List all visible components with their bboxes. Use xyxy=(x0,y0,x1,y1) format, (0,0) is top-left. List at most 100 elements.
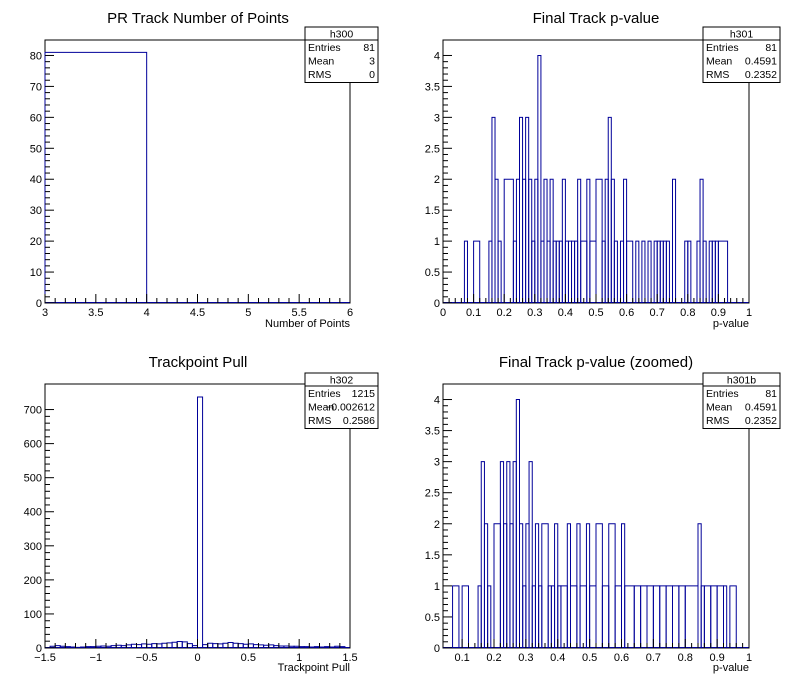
stats-value: 1215 xyxy=(352,388,376,400)
stats-key: Entries xyxy=(706,388,739,400)
histogram-bin xyxy=(589,240,597,303)
histogram-bin xyxy=(579,585,587,648)
y-tick-label: 400 xyxy=(24,507,42,519)
stats-histogram-name: h300 xyxy=(330,29,354,41)
y-tick-label: 70 xyxy=(30,81,42,93)
x-tick-label: 1.5 xyxy=(342,652,357,664)
histogram-bin xyxy=(672,585,680,648)
stats-key: Mean xyxy=(308,56,334,68)
stats-box-frame xyxy=(702,372,781,429)
stats-key: Mean xyxy=(706,402,732,414)
histogram-bin xyxy=(560,585,568,648)
x-tick-label: 0.5 xyxy=(588,307,603,319)
y-tick-label: 100 xyxy=(24,609,42,621)
y-tick-label: 500 xyxy=(24,473,42,485)
histogram-bin xyxy=(710,585,718,648)
y-tick-label: 1.5 xyxy=(425,550,440,562)
stats-value: 81 xyxy=(363,42,375,54)
histogram-bin xyxy=(473,240,481,303)
x-axis-label: Number of Points xyxy=(265,318,350,330)
x-axis: −1.5 −1 −0.5 0 0.5 1 1.5 xyxy=(34,639,358,664)
stats-key: Mean xyxy=(706,56,732,68)
stats-histogram-name: h302 xyxy=(330,375,354,387)
x-tick-label: 0.3 xyxy=(527,307,542,319)
y-tick-label: 0 xyxy=(36,298,42,310)
histogram-bin xyxy=(528,461,533,648)
histogram-bin xyxy=(595,523,603,648)
y-tick-label: 0.5 xyxy=(425,267,440,279)
panel-pr-track-number-of-points: PR Track Number of Points 01020304050607… xyxy=(30,10,379,330)
x-tick-label: 3.5 xyxy=(88,307,103,319)
histogram-bin xyxy=(716,585,724,648)
stats-value: 0.2352 xyxy=(745,69,777,81)
y-tick-label: 0 xyxy=(36,643,42,655)
stats-key: RMS xyxy=(308,69,331,81)
x-tick-label: 4 xyxy=(144,307,150,319)
histogram-bin xyxy=(537,54,542,303)
histogram-bin xyxy=(723,585,728,648)
stats-value: −0.002612 xyxy=(325,402,375,414)
histogram-bars xyxy=(443,54,749,303)
x-tick-label: 0.4 xyxy=(558,307,573,319)
histogram-bin xyxy=(687,240,692,303)
chart-title: Final Track p-value xyxy=(533,10,660,27)
histogram-bin xyxy=(197,396,204,648)
stats-key: RMS xyxy=(706,415,729,427)
y-tick-label: 50 xyxy=(30,143,42,155)
histogram-bin xyxy=(463,240,468,303)
stats-value: 0 xyxy=(369,69,375,81)
y-tick-label: 40 xyxy=(30,174,42,186)
histogram-bin xyxy=(646,585,654,648)
x-tick-label: 1 xyxy=(746,307,752,319)
y-axis: 0 100 200 300 400 500 600 700 xyxy=(24,405,54,655)
y-tick-label: 2.5 xyxy=(425,143,440,155)
x-tick-label: 0.2 xyxy=(497,307,512,319)
histogram-bin xyxy=(633,585,642,648)
y-tick-label: 3.5 xyxy=(425,426,440,438)
y-tick-label: 2 xyxy=(434,519,440,531)
x-tick-label: 0.9 xyxy=(711,307,726,319)
x-axis: 0 0.1 0.2 0.3 0.4 0.5 0.6 0.7 0.8 0.9 1 xyxy=(440,294,752,319)
stats-box-frame xyxy=(304,372,379,429)
histogram-bin xyxy=(461,585,469,648)
stats-histogram-name: h301b xyxy=(727,375,756,387)
histogram-bin xyxy=(647,240,652,303)
y-tick-label: 30 xyxy=(30,205,42,217)
stats-value: 0.4591 xyxy=(745,402,777,414)
chart-title: Final Track p-value (zoomed) xyxy=(499,354,693,371)
histogram-bin xyxy=(702,240,707,303)
y-tick-label: 20 xyxy=(30,236,42,248)
y-tick-label: 10 xyxy=(30,267,42,279)
y-tick-label: 2 xyxy=(434,174,440,186)
stats-key: Mean xyxy=(308,402,334,414)
y-tick-label: 0.5 xyxy=(425,612,440,624)
histogram-bin xyxy=(635,240,640,303)
y-tick-label: 3 xyxy=(434,112,440,124)
histogram-bin xyxy=(44,51,148,303)
stats-value: 0.2352 xyxy=(745,415,777,427)
y-tick-label: 1.5 xyxy=(425,205,440,217)
stats-key: Entries xyxy=(308,42,341,54)
histogram-bin xyxy=(729,585,737,648)
stats-key: Entries xyxy=(706,42,739,54)
stats-key: RMS xyxy=(706,69,729,81)
x-axis-label: p-value xyxy=(713,662,749,674)
histogram-bars xyxy=(44,51,350,303)
histogram-bin xyxy=(589,585,597,648)
stats-value: 81 xyxy=(765,42,777,54)
histogram-bin xyxy=(703,585,712,648)
histogram-bin xyxy=(641,240,646,303)
y-tick-label: 300 xyxy=(24,541,42,553)
x-tick-label: 0.1 xyxy=(454,652,469,664)
stats-box-frame xyxy=(702,26,781,83)
x-tick-label: −1.5 xyxy=(34,652,56,664)
y-tick-label: 4 xyxy=(434,50,440,62)
x-tick-label: 0.9 xyxy=(709,652,724,664)
histogram-bars xyxy=(443,399,749,648)
x-tick-label: 0 xyxy=(440,307,446,319)
histogram-bin xyxy=(601,585,610,648)
x-tick-label: 0.6 xyxy=(614,652,629,664)
